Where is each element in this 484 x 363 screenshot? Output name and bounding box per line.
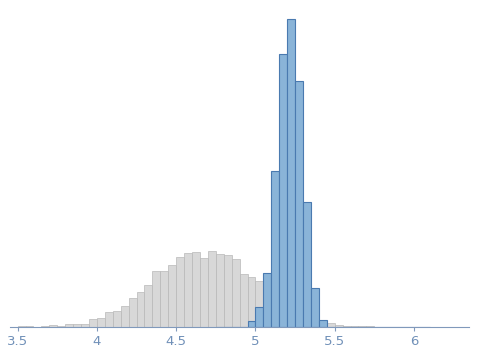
- Bar: [200, 258, 208, 327]
- Bar: [144, 285, 152, 327]
- Bar: [295, 315, 303, 327]
- Bar: [366, 326, 374, 327]
- Bar: [184, 253, 192, 327]
- Bar: [256, 281, 263, 327]
- Bar: [65, 324, 73, 327]
- Bar: [152, 271, 160, 327]
- Bar: [89, 319, 97, 327]
- Bar: [272, 297, 279, 327]
- Bar: [295, 81, 303, 327]
- Bar: [263, 273, 272, 327]
- Bar: [303, 316, 311, 327]
- Bar: [129, 298, 136, 327]
- Bar: [319, 320, 327, 327]
- Bar: [168, 265, 176, 327]
- Bar: [311, 319, 319, 327]
- Bar: [97, 318, 105, 327]
- Bar: [49, 326, 57, 327]
- Bar: [42, 326, 49, 327]
- Bar: [113, 311, 121, 327]
- Bar: [287, 308, 295, 327]
- Bar: [335, 325, 343, 327]
- Bar: [247, 321, 256, 327]
- Bar: [26, 326, 33, 327]
- Bar: [240, 274, 247, 327]
- Bar: [81, 324, 89, 327]
- Bar: [224, 256, 232, 327]
- Bar: [208, 251, 216, 327]
- Bar: [160, 270, 168, 327]
- Bar: [256, 307, 263, 327]
- Bar: [319, 322, 327, 327]
- Bar: [343, 326, 350, 327]
- Bar: [247, 277, 256, 327]
- Bar: [192, 252, 200, 327]
- Bar: [350, 326, 359, 327]
- Bar: [136, 292, 144, 327]
- Bar: [105, 313, 113, 327]
- Bar: [272, 171, 279, 327]
- Bar: [311, 288, 319, 327]
- Bar: [263, 291, 272, 327]
- Bar: [57, 326, 65, 327]
- Bar: [216, 254, 224, 327]
- Bar: [303, 202, 311, 327]
- Bar: [176, 257, 184, 327]
- Bar: [121, 306, 129, 327]
- Bar: [287, 19, 295, 327]
- Bar: [73, 324, 81, 327]
- Bar: [279, 303, 287, 327]
- Bar: [279, 54, 287, 327]
- Bar: [232, 259, 240, 327]
- Bar: [327, 323, 335, 327]
